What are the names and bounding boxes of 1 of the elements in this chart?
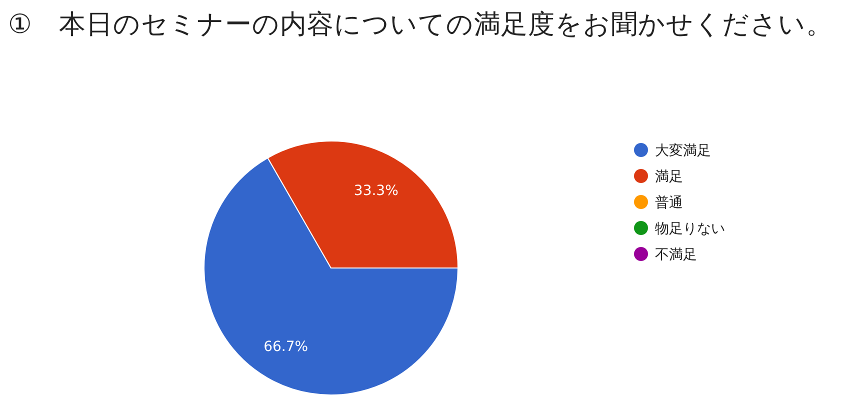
title: ① 本日のセミナーの内容についての満足度をお聞かせください。 <box>8 9 833 40</box>
